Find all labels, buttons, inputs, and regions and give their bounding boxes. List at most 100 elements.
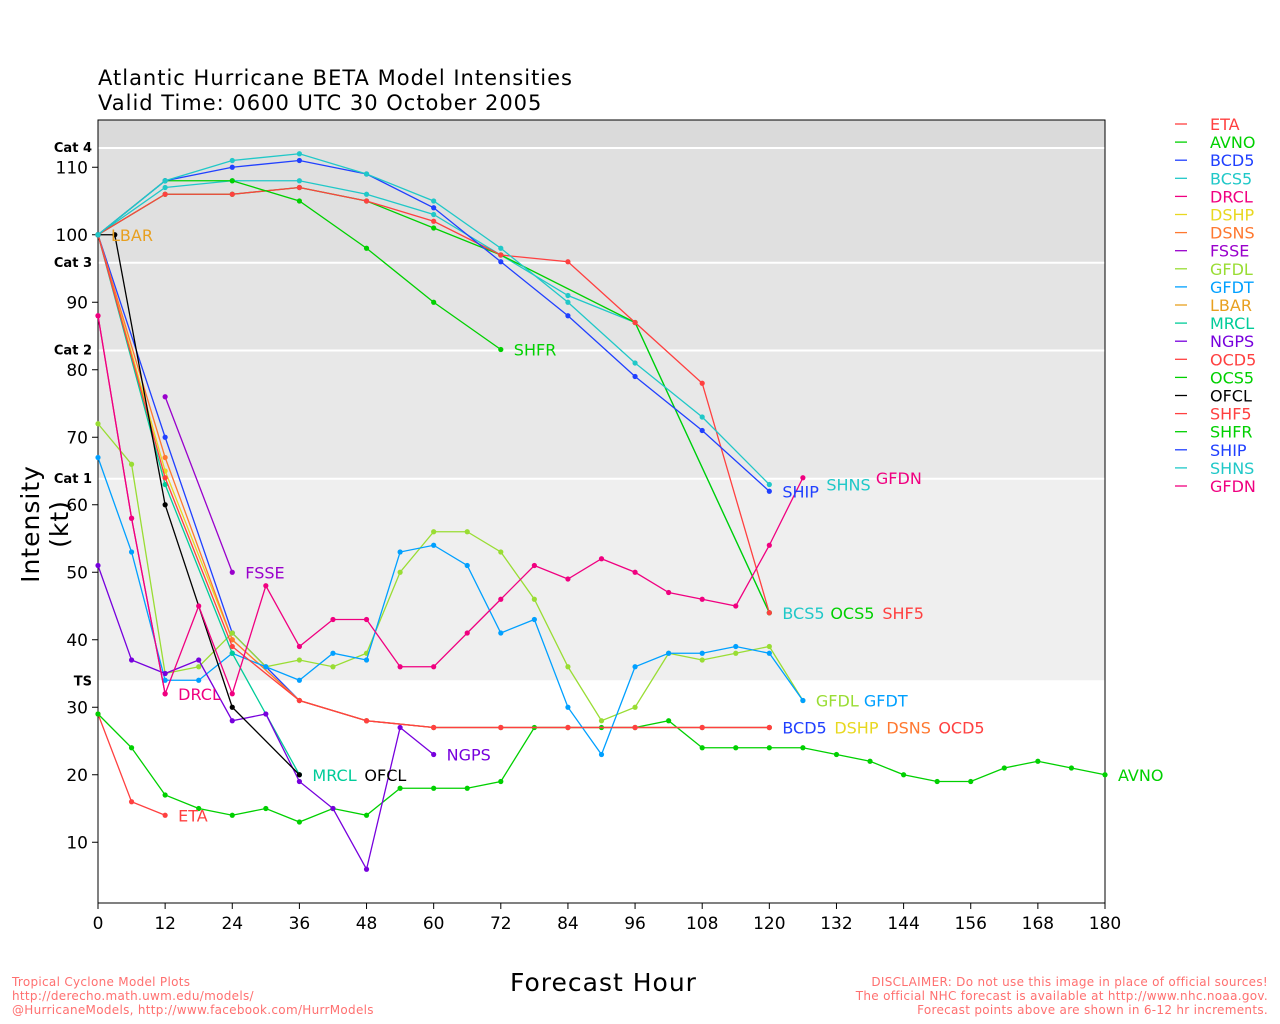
series-end-label: SHFR [514, 341, 557, 360]
data-point-ofcl [296, 772, 302, 778]
data-point-gfdn [296, 643, 302, 650]
legend-entry: GFDL [1210, 260, 1253, 279]
data-point-eta [162, 812, 168, 818]
series-end-label: MRCL [312, 766, 356, 785]
x-tick-label: 24 [221, 914, 243, 934]
legend-entry: FSSE [1210, 242, 1249, 261]
y-tick-label: 70 [66, 428, 88, 448]
x-axis-label: Forecast Hour [510, 968, 697, 997]
data-point-ngps [162, 670, 168, 677]
data-point-gfdl [464, 529, 470, 535]
data-point-bcs5 [162, 184, 168, 191]
data-point-avno [128, 745, 135, 751]
data-point-fsse [229, 569, 235, 575]
data-point-gfdt [733, 643, 739, 650]
x-tick-label: 72 [490, 914, 512, 934]
data-point-ocd5 [766, 724, 772, 731]
data-point-gfdt [330, 650, 336, 656]
legend-entry: OCD5 [1210, 350, 1256, 369]
data-point-avno [934, 778, 940, 785]
category-label: TS [74, 674, 92, 689]
legend-entry: DSNS [1210, 224, 1255, 243]
data-point-gfdn [363, 616, 370, 623]
data-point-gfdn [632, 569, 638, 575]
data-point-gfdt [296, 677, 302, 683]
data-point-avno [867, 758, 873, 764]
data-point-gfdl [766, 643, 772, 650]
series-end-label: OFCL [364, 766, 406, 785]
data-point-ship [431, 205, 437, 211]
data-point-gfdl [531, 596, 537, 602]
data-point-mrcl [162, 481, 168, 488]
disclaimer-line: The official NHC forecast is available a… [855, 989, 1268, 1003]
category-band [98, 479, 1105, 681]
data-point-avno [901, 772, 907, 778]
data-point-bcs5 [296, 178, 302, 184]
series-line-gfdt [97, 457, 804, 756]
footer-left: Tropical Cyclone Model Plots http://dere… [12, 975, 374, 1017]
series-end-label: DSNS [886, 719, 931, 738]
data-point-ocd5 [632, 724, 638, 731]
data-point-gfdl [296, 657, 302, 663]
category-label: Cat 2 [54, 344, 92, 359]
data-point-shns [699, 414, 705, 420]
data-point-shfr [363, 245, 370, 251]
data-point-fsse [162, 394, 168, 400]
data-point-gfdl [397, 569, 403, 575]
data-point-gfdn [196, 603, 202, 609]
data-point-ocd5 [363, 718, 370, 724]
data-point-shns [296, 151, 302, 157]
category-label: Cat 4 [54, 141, 92, 156]
data-point-shf5 [229, 191, 235, 197]
series-end-label: AVNO [1118, 766, 1163, 785]
series-end-label: FSSE [245, 563, 284, 582]
plot-frame [97, 119, 1106, 904]
data-point-bcs5 [363, 191, 370, 197]
data-point-gfdn [464, 630, 470, 636]
data-point-gfdt [397, 549, 403, 555]
y-tick-label: 110 [56, 158, 88, 178]
footer-left-link[interactable]: http://derecho.math.uwm.edu/models/ [12, 989, 254, 1003]
category-label: Cat 1 [54, 472, 92, 487]
series-end-label: SHIP [782, 482, 819, 501]
data-point-ocs5 [431, 225, 437, 231]
series-end-label: GFDT [864, 692, 908, 711]
data-point-gfdt [598, 751, 605, 758]
data-point-gfdt [95, 454, 101, 461]
data-point-avno [1068, 765, 1075, 771]
series-end-label: ETA [178, 806, 208, 825]
data-point-avno [229, 812, 235, 818]
data-point-ocd5 [565, 724, 571, 731]
legend-entry: SHF5 [1210, 405, 1252, 424]
data-point-ngps [397, 724, 403, 731]
data-point-ship [565, 313, 571, 319]
legend-entry: ETA [1210, 115, 1240, 134]
x-tick-label: 144 [887, 914, 919, 934]
data-point-gfdl [196, 664, 202, 670]
series-end-label: LBAR [111, 226, 153, 245]
data-point-gfdn [733, 603, 739, 609]
data-point-ship [632, 373, 638, 380]
chart-subtitle: Valid Time: 0600 UTC 30 October 2005 [98, 91, 543, 115]
data-point-shf5 [632, 319, 638, 326]
data-point-avno [196, 805, 202, 812]
data-point-ngps [263, 711, 269, 717]
data-point-gfdt [666, 650, 672, 656]
data-point-gfdt [464, 562, 470, 569]
data-point-ngps [363, 866, 370, 872]
data-point-ship [766, 488, 772, 494]
data-point-ngps [330, 805, 336, 812]
data-point-shf5 [699, 380, 705, 386]
y-tick-label: 10 [66, 833, 88, 853]
data-point-avno [464, 785, 470, 791]
legend-entry: DRCL [1210, 187, 1253, 206]
data-point-avno [1001, 765, 1007, 771]
data-point-gfdl [498, 549, 504, 555]
data-point-avno [699, 745, 705, 751]
legend-entry: SHNS [1210, 459, 1254, 478]
x-tick-label: 168 [1022, 914, 1054, 934]
data-point-gfdl [565, 664, 571, 670]
legend-entry: OCS5 [1210, 368, 1254, 387]
data-point-shf5 [565, 259, 571, 265]
